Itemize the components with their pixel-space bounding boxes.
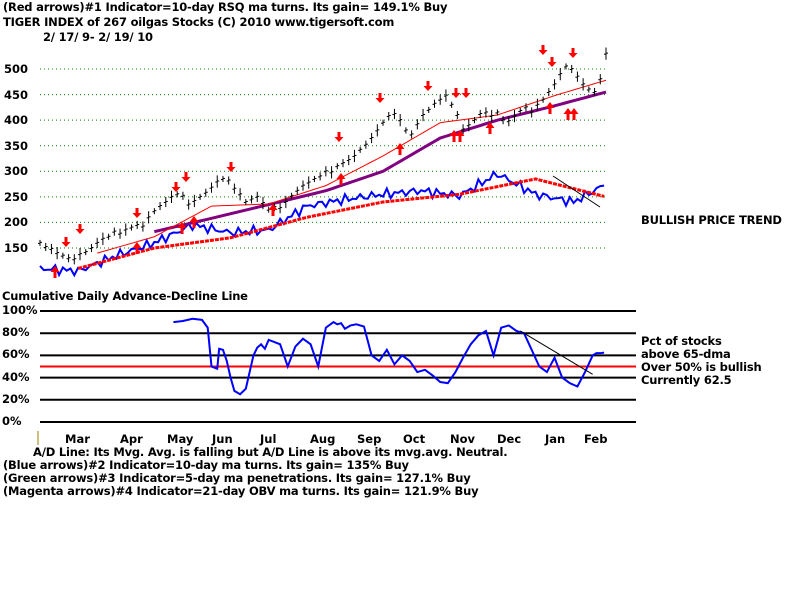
month-label: Aug: [310, 432, 336, 446]
pct-legend-line4: Currently 62.5: [641, 373, 732, 387]
buy-arrow-icon: [455, 130, 465, 142]
ad-line: [39, 170, 605, 278]
buy-arrow-icon: [189, 216, 199, 228]
ad-status-text: A/D Line: Its Mvg. Avg. is falling but A…: [33, 445, 508, 459]
sell-arrow-icon: [181, 172, 191, 182]
price-tick-label: 350: [4, 138, 29, 153]
pct-above-ma-line: [173, 317, 605, 396]
buy-arrow-icon: [268, 204, 278, 216]
sell-arrow-icon: [461, 88, 471, 98]
buy-arrow-icon: [485, 122, 495, 134]
month-label: Jul: [260, 432, 277, 446]
sell-arrow-icon: [171, 182, 181, 192]
sell-arrow-icon: [451, 88, 461, 98]
sell-arrow-icon: [226, 162, 236, 172]
pct-legend-line3: Over 50% is bullish: [641, 360, 762, 374]
sell-arrow-icon: [547, 57, 557, 67]
price-tick-label: 250: [4, 189, 29, 204]
buy-arrow-icon: [563, 108, 573, 120]
pct-tick-label: 0%: [2, 414, 22, 428]
pct-legend-line1: Pct of stocks: [641, 334, 722, 348]
pct-tick-label: 40%: [2, 369, 30, 384]
sell-arrow-icon: [61, 237, 71, 247]
month-label: May: [167, 432, 194, 446]
sell-arrow-icon: [538, 45, 548, 55]
price-tick-label: 300: [4, 164, 29, 179]
price-tick-label: 150: [4, 241, 29, 255]
price-tick-label: 400: [4, 113, 29, 128]
buy-arrow-icon: [449, 130, 459, 142]
buy-arrow-icon: [50, 266, 60, 278]
buy-arrow-icon: [177, 222, 187, 234]
pct-tick-label: 100%: [2, 303, 38, 317]
trend-label: BULLISH PRICE TREND: [641, 213, 782, 227]
magenta-arrows-indicator-text: (Magenta arrows)#4 Indicator=21-day OBV …: [3, 484, 479, 498]
sell-arrow-icon: [568, 48, 578, 58]
buy-arrow-icon: [336, 173, 346, 185]
pct-tick-label: 60%: [2, 347, 30, 362]
buy-arrow-icon: [569, 108, 579, 120]
buy-arrow-icon: [395, 143, 405, 155]
sell-arrow-icon: [423, 81, 433, 91]
sell-arrow-icon: [132, 208, 142, 218]
blue-arrows-indicator-text: (Blue arrows)#2 Indicator=10-day ma turn…: [3, 458, 409, 472]
price-tick-label: 200: [4, 215, 29, 230]
ad-trendline: [552, 175, 601, 208]
pct-tick-label: 80%: [2, 325, 30, 340]
sell-arrow-icon: [375, 93, 385, 103]
trendline: [519, 330, 593, 375]
month-label: Mar: [65, 432, 90, 446]
short-ma-line: [97, 79, 607, 254]
long-ma-line: [154, 90, 607, 234]
buy-arrow-icon: [132, 242, 142, 254]
pct-tick-label: 20%: [2, 391, 30, 406]
month-label: Nov: [450, 432, 476, 446]
month-label: Sep: [357, 432, 382, 446]
date-range: 2/ 17/ 9- 2/ 19/ 10: [43, 30, 153, 44]
month-label: Jan: [545, 432, 566, 446]
chart-title: TIGER INDEX of 267 oilgas Stocks (C) 201…: [3, 15, 395, 29]
month-label: Oct: [403, 432, 426, 446]
sell-arrow-icon: [75, 224, 85, 234]
red-arrows-indicator-text: (Red arrows)#1 Indicator=10-day RSQ ma t…: [3, 0, 448, 14]
price-tick-label: 500: [4, 62, 29, 76]
green-arrows-indicator-text: (Green arrows)#3 Indicator=5-day ma pene…: [3, 471, 471, 485]
ad-ma-line: [77, 177, 605, 270]
price-tick-label: 450: [4, 87, 29, 102]
buy-arrow-icon: [545, 102, 555, 114]
pct-legend-line2: above 65-dma: [641, 347, 731, 361]
month-label: Apr: [120, 432, 143, 446]
month-label: Feb: [584, 432, 608, 446]
ad-line-title: Cumulative Daily Advance-Decline Line: [2, 289, 248, 303]
month-label: Dec: [497, 432, 522, 446]
sell-arrow-icon: [334, 132, 344, 142]
month-label: Jun: [212, 432, 233, 446]
